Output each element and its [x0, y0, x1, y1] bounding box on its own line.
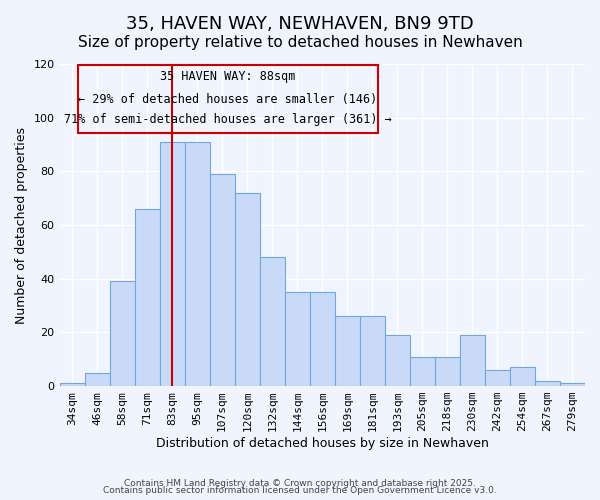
Text: Contains HM Land Registry data © Crown copyright and database right 2025.: Contains HM Land Registry data © Crown c…: [124, 478, 476, 488]
Text: 35 HAVEN WAY: 88sqm: 35 HAVEN WAY: 88sqm: [160, 70, 296, 83]
Text: Contains public sector information licensed under the Open Government Licence v3: Contains public sector information licen…: [103, 486, 497, 495]
Bar: [535, 380, 560, 386]
Text: ← 29% of detached houses are smaller (146): ← 29% of detached houses are smaller (14…: [79, 92, 377, 106]
Bar: [560, 384, 585, 386]
Bar: [360, 316, 385, 386]
Bar: [435, 356, 460, 386]
Bar: [285, 292, 310, 386]
Text: Size of property relative to detached houses in Newhaven: Size of property relative to detached ho…: [77, 35, 523, 50]
Bar: [85, 372, 110, 386]
Y-axis label: Number of detached properties: Number of detached properties: [15, 126, 28, 324]
X-axis label: Distribution of detached houses by size in Newhaven: Distribution of detached houses by size …: [156, 437, 489, 450]
Bar: [385, 335, 410, 386]
Bar: [185, 142, 209, 386]
Bar: [485, 370, 510, 386]
Bar: [460, 335, 485, 386]
Bar: [160, 142, 185, 386]
Bar: [209, 174, 235, 386]
Bar: [310, 292, 335, 386]
Bar: [410, 356, 435, 386]
Bar: [260, 257, 285, 386]
Bar: [335, 316, 360, 386]
Bar: [110, 282, 134, 386]
Text: 35, HAVEN WAY, NEWHAVEN, BN9 9TD: 35, HAVEN WAY, NEWHAVEN, BN9 9TD: [126, 15, 474, 33]
Text: 71% of semi-detached houses are larger (361) →: 71% of semi-detached houses are larger (…: [64, 112, 392, 126]
Bar: [59, 384, 85, 386]
Bar: [510, 368, 535, 386]
Bar: [134, 209, 160, 386]
Bar: [235, 193, 260, 386]
